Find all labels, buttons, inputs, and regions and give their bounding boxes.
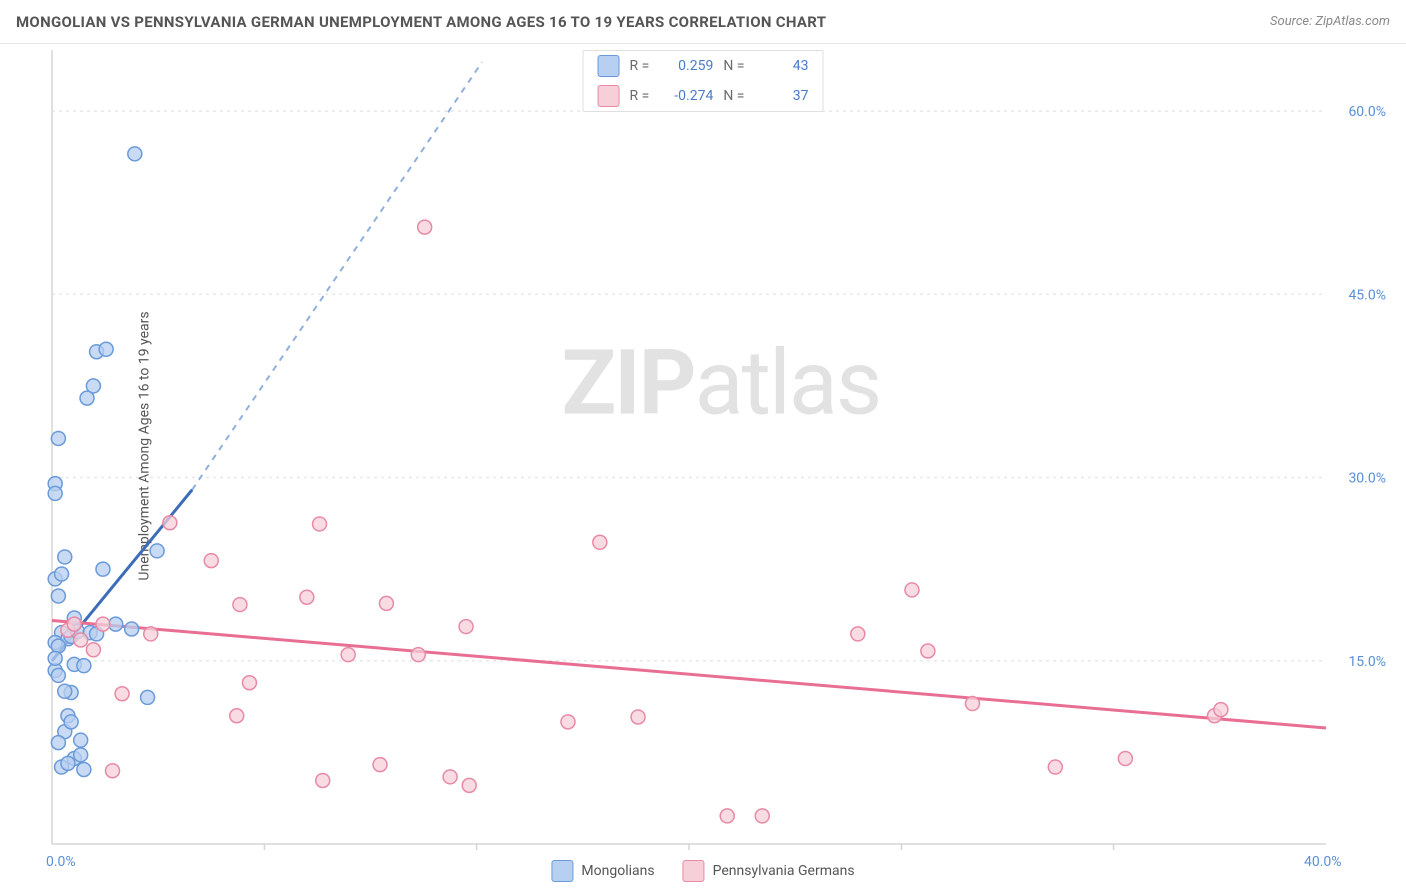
n-value: 43 <box>754 58 808 74</box>
r-label: R = <box>630 58 650 74</box>
legend-label: Mongolians <box>581 863 654 879</box>
legend-swatch-mongolians <box>598 55 620 77</box>
r-label: R = <box>630 88 650 104</box>
r-value: 0.259 <box>659 58 713 74</box>
r-value: -0.274 <box>659 88 713 104</box>
source-attribution: Source: ZipAtlas.com <box>1270 14 1390 29</box>
svg-text:15.0%: 15.0% <box>1348 654 1386 670</box>
legend-item-mongolians: Mongolians <box>551 860 654 882</box>
svg-text:60.0%: 60.0% <box>1348 104 1386 120</box>
legend-label: Pennsylvania Germans <box>713 863 855 879</box>
legend-swatch-mongolians <box>551 860 573 882</box>
svg-text:45.0%: 45.0% <box>1348 287 1386 303</box>
correlation-legend-row: R = -0.274 N = 37 <box>584 81 823 111</box>
legend-swatch-pennsylvania-germans <box>598 85 620 107</box>
n-value: 37 <box>754 88 808 104</box>
x-axis-tick: 0.0% <box>46 854 76 870</box>
series-legend: Mongolians Pennsylvania Germans <box>551 860 854 882</box>
x-axis-tick: 40.0% <box>1304 854 1342 870</box>
n-label: N = <box>723 58 744 74</box>
correlation-legend: R = 0.259 N = 43 R = -0.274 N = 37 <box>583 50 824 112</box>
legend-swatch-pennsylvania-germans <box>683 860 705 882</box>
svg-text:30.0%: 30.0% <box>1348 471 1386 487</box>
correlation-legend-row: R = 0.259 N = 43 <box>584 51 823 81</box>
n-label: N = <box>723 88 744 104</box>
legend-item-pennsylvania-germans: Pennsylvania Germans <box>683 860 855 882</box>
header-bar: MONGOLIAN VS PENNSYLVANIA GERMAN UNEMPLO… <box>0 0 1406 44</box>
chart-area: ZIPatlas 15.0%30.0%45.0%60.0% 0.0%40.0% <box>46 44 1396 850</box>
scatter-plot: 15.0% 30.0% 45.0% 60.0% <box>46 44 1396 850</box>
chart-title: MONGOLIAN VS PENNSYLVANIA GERMAN UNEMPLO… <box>16 13 826 31</box>
